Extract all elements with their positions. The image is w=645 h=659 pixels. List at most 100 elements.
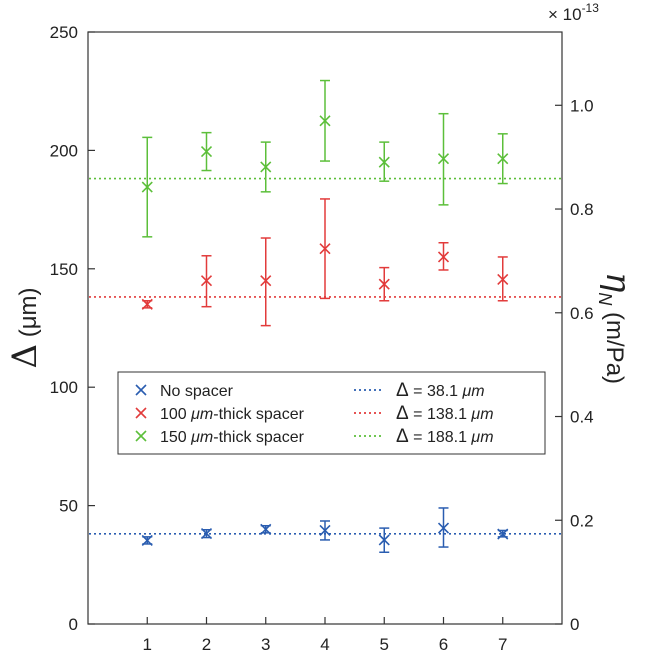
data-point — [200, 275, 213, 287]
y2-tick-label: 0.2 — [570, 511, 594, 530]
data-point — [497, 153, 509, 165]
y-tick-label: 250 — [50, 23, 78, 42]
marker-stroke — [378, 534, 390, 546]
marker-stroke — [319, 115, 331, 127]
y-axis-label: Δ (μm) — [5, 287, 45, 368]
data-point — [319, 115, 331, 127]
marker-stroke — [437, 251, 450, 263]
x-tick-label: 2 — [202, 635, 211, 654]
x-tick-label: 7 — [498, 635, 507, 654]
x-tick-label: 4 — [320, 635, 329, 654]
x-tick-label: 5 — [380, 635, 389, 654]
marker-stroke — [200, 146, 213, 158]
series-0 — [141, 507, 509, 553]
marker-stroke — [497, 153, 509, 165]
marker-stroke — [141, 181, 153, 193]
legend-reference-value: = 138.1 — [409, 406, 472, 423]
marker-stroke — [260, 275, 272, 287]
legend-entry-text: -thick spacer — [213, 429, 304, 446]
legend-reference-symbol: Δ — [396, 426, 409, 447]
y2-axis-label-unit: (m/Pa) — [601, 305, 628, 384]
marker-stroke — [437, 153, 450, 165]
data-point — [319, 524, 331, 537]
data-point — [378, 534, 390, 546]
legend-reference-unit: μm — [470, 406, 493, 423]
legend-marker — [135, 384, 147, 396]
data-point — [378, 278, 390, 290]
data-point — [200, 146, 213, 158]
series-1 — [141, 198, 509, 327]
legend-marker — [135, 430, 147, 442]
legend-entry-text: 150 — [160, 429, 191, 446]
legend-marker — [135, 407, 147, 419]
y2-tick-label: 0.8 — [570, 200, 594, 219]
y2-multiplier-exp: -13 — [582, 1, 600, 15]
marker-stroke — [319, 243, 331, 255]
data-point — [437, 251, 450, 263]
data-point — [497, 528, 509, 540]
y2-multiplier: × 10-13 — [548, 1, 599, 24]
legend-entry-label: 100 μm-thick spacer — [160, 406, 305, 423]
data-point — [437, 522, 450, 534]
data-point — [141, 298, 153, 310]
data-point — [141, 181, 153, 193]
data-point — [260, 161, 272, 173]
marker-stroke — [260, 523, 272, 535]
y2-multiplier-base: × 10 — [548, 5, 582, 24]
y2-axis-label-subscript: N — [595, 292, 615, 306]
y-axis-label-unit: (μm) — [15, 287, 42, 343]
y2-axis-label: ηN (m/Pa) — [595, 272, 638, 384]
legend-reference-label: Δ = 138.1 μm — [396, 403, 494, 424]
legend-entry-unit: μm — [190, 406, 213, 423]
legend-reference-unit: μm — [470, 429, 493, 446]
marker-stroke — [497, 528, 509, 540]
legend-box — [117, 371, 546, 455]
marker-stroke — [260, 161, 272, 173]
marker-stroke — [319, 524, 331, 537]
y-tick-label: 150 — [50, 260, 78, 279]
data-point — [497, 273, 509, 286]
y-tick-label: 0 — [69, 615, 78, 634]
legend-reference-value: = 188.1 — [409, 429, 472, 446]
legend-reference-label: Δ = 188.1 μm — [396, 426, 494, 447]
x-tick-label: 1 — [143, 635, 152, 654]
data-point — [200, 527, 213, 540]
data-point — [260, 275, 272, 287]
legend-reference-value: = 38.1 — [409, 383, 463, 400]
marker-stroke — [141, 298, 153, 310]
marker-stroke — [200, 275, 213, 287]
marker-stroke — [378, 156, 390, 168]
y2-tick-label: 0 — [570, 615, 579, 634]
y2-tick-label: 0.4 — [570, 408, 594, 427]
data-point — [437, 153, 450, 165]
x-tick-label: 6 — [439, 635, 448, 654]
legend-entry-unit: μm — [190, 429, 213, 446]
marker-stroke — [437, 522, 450, 534]
legend-reference-unit: μm — [462, 383, 485, 400]
marker-stroke — [141, 534, 153, 546]
legend-reference-symbol: Δ — [396, 403, 409, 424]
data-point — [260, 523, 272, 535]
marker-stroke — [378, 278, 390, 290]
marker-stroke — [200, 527, 213, 540]
marker-stroke — [497, 273, 509, 286]
data-point — [319, 243, 331, 255]
legend-entry-text: 100 — [160, 406, 191, 423]
legend-reference-label: Δ = 38.1 μm — [396, 380, 485, 401]
x-tick-label: 3 — [261, 635, 270, 654]
y-tick-label: 200 — [50, 141, 78, 160]
legend-entry-label: No spacer — [160, 383, 234, 400]
legend-entry-text: No spacer — [160, 383, 234, 400]
y-tick-label: 50 — [59, 497, 78, 516]
y-tick-label: 100 — [50, 378, 78, 397]
series-2 — [141, 79, 509, 238]
legend-reference-symbol: Δ — [396, 380, 409, 401]
data-point — [378, 156, 390, 168]
y2-tick-label: 0.6 — [570, 304, 594, 323]
legend-entry-text: -thick spacer — [213, 406, 304, 423]
y-axis-label-symbol: Δ — [5, 344, 45, 369]
legend-entry-label: 150 μm-thick spacer — [160, 429, 305, 446]
y2-axis-label-symbol: η — [598, 272, 638, 293]
